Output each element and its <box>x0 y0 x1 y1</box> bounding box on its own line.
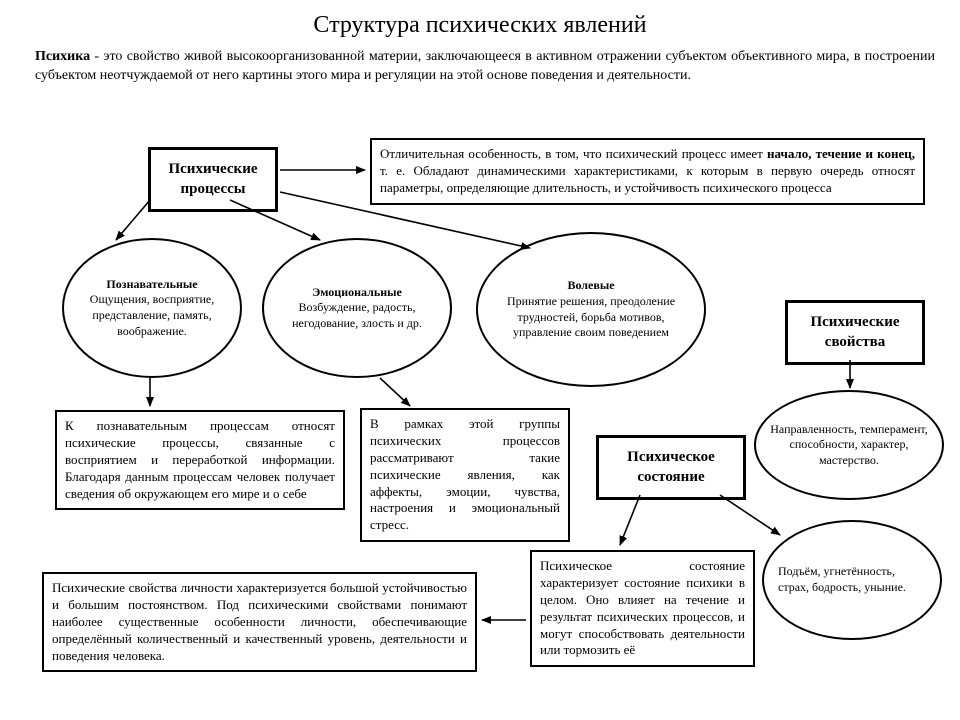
distinctive-post: т. е. Обладают динамическими характерист… <box>380 163 915 195</box>
intro-paragraph: Психика - это свойство живой высокоорган… <box>35 48 935 86</box>
node-cognitive: Познавательные Ощущения, восприятие, пре… <box>62 238 242 378</box>
state-ellipse-text: Подъём, угнетённость, страх, бодрость, у… <box>778 564 926 595</box>
node-state-note: Психическое состояние характеризует сост… <box>530 550 755 667</box>
diagram-canvas: Структура психических явлений Психика - … <box>0 0 960 720</box>
node-emotional: Эмоциональные Возбуждение, радость, него… <box>262 238 452 378</box>
node-volitional: Волевые Принятие решения, преодоление тр… <box>476 232 706 387</box>
page-title: Структура психических явлений <box>0 12 960 39</box>
intro-term: Психика <box>35 49 90 64</box>
node-properties-ellipse: Направленность, темперамент, способности… <box>754 390 944 500</box>
node-state-ellipse: Подъём, угнетённость, страх, бодрость, у… <box>762 520 942 640</box>
node-processes: Психическиепроцессы <box>148 147 278 212</box>
cognitive-title: Познавательные <box>78 277 226 293</box>
distinctive-pre: Отличительная особенность, в том, что пс… <box>380 146 767 161</box>
node-properties-note: Психические свойства личности характериз… <box>42 572 477 672</box>
node-state: Психическоесостояние <box>596 435 746 500</box>
node-cognitive-note: К познавательным процессам относят психи… <box>55 410 345 510</box>
volitional-body: Принятие решения, преодоление трудностей… <box>507 294 675 339</box>
node-emotional-note: В рамках этой группы психических процесс… <box>360 408 570 542</box>
properties-ellipse-text: Направленность, темперамент, способности… <box>770 422 928 469</box>
emotional-title: Эмоциональные <box>278 285 436 301</box>
volitional-title: Волевые <box>492 278 690 294</box>
node-properties: Психическиесвойства <box>785 300 925 365</box>
intro-rest: - это свойство живой высокоорганизованно… <box>35 49 935 83</box>
cognitive-body: Ощущения, восприятие, представление, пам… <box>90 292 214 337</box>
distinctive-bold: начало, течение и конец, <box>767 146 915 161</box>
emotional-body: Возбуждение, радость, негодование, злост… <box>292 300 422 330</box>
node-distinctive: Отличительная особенность, в том, что пс… <box>370 138 925 205</box>
